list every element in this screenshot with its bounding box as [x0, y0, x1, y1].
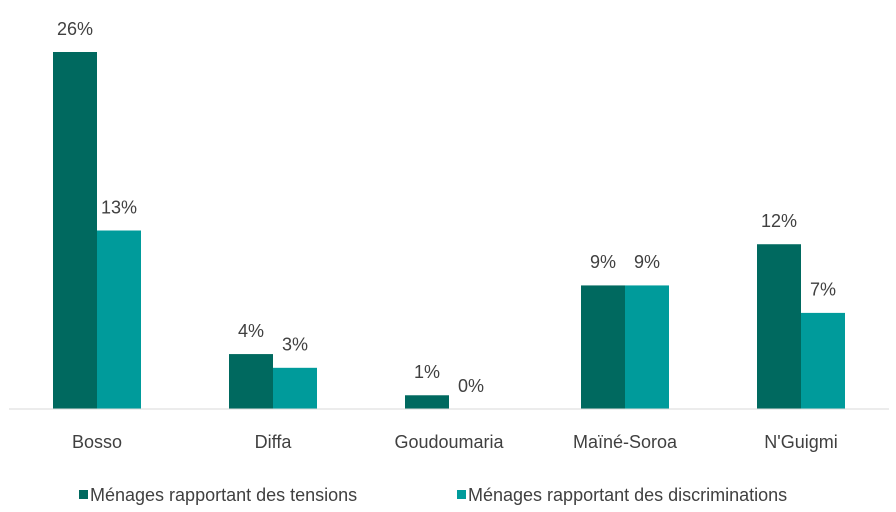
bar: [801, 312, 845, 409]
data-label: 12%: [761, 211, 797, 231]
bar: [229, 354, 273, 409]
data-label: 26%: [57, 19, 93, 39]
data-label: 1%: [414, 362, 440, 382]
bar: [273, 367, 317, 409]
x-tick-label: Bosso: [72, 432, 122, 452]
bar: [97, 230, 141, 409]
data-label: 9%: [590, 252, 616, 272]
x-tick-label: Goudoumaria: [394, 432, 504, 452]
bar: [757, 244, 801, 409]
bar: [581, 285, 625, 409]
data-label: 9%: [634, 252, 660, 272]
legend-label: Ménages rapportant des discriminations: [468, 485, 787, 505]
x-tick-label: Diffa: [255, 432, 293, 452]
x-tick-label: Maïné-Soroa: [573, 432, 678, 452]
data-label: 4%: [238, 321, 264, 341]
bar: [53, 52, 97, 409]
data-label: 13%: [101, 197, 137, 217]
legend-swatch: [457, 490, 466, 499]
data-label: 7%: [810, 280, 836, 300]
legend-label: Ménages rapportant des tensions: [90, 485, 357, 505]
data-label: 3%: [282, 335, 308, 355]
x-tick-label: N'Guigmi: [764, 432, 837, 452]
bar: [625, 285, 669, 409]
legend-swatch: [79, 490, 88, 499]
bar: [405, 395, 449, 409]
data-label: 0%: [458, 376, 484, 396]
